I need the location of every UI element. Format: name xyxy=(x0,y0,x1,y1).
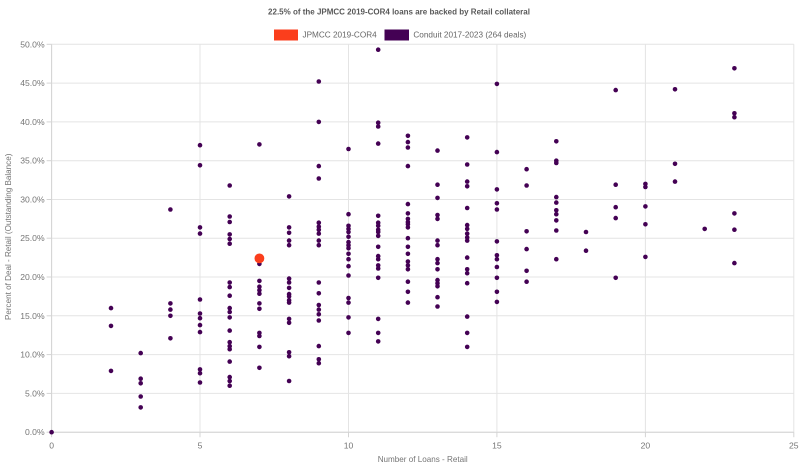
svg-text:40.0%: 40.0% xyxy=(20,117,45,127)
svg-text:JPMCC 2019-COR4: JPMCC 2019-COR4 xyxy=(303,31,378,40)
svg-text:5: 5 xyxy=(198,440,203,450)
svg-text:20: 20 xyxy=(641,440,651,450)
svg-text:5.0%: 5.0% xyxy=(25,388,45,398)
svg-text:45.0%: 45.0% xyxy=(20,78,45,88)
svg-text:0.0%: 0.0% xyxy=(25,427,45,437)
svg-text:22.5% of the JPMCC 2019-COR4 l: 22.5% of the JPMCC 2019-COR4 loans are b… xyxy=(268,7,530,16)
svg-text:10.0%: 10.0% xyxy=(20,350,45,360)
svg-text:0: 0 xyxy=(49,440,54,450)
svg-text:10: 10 xyxy=(344,440,354,450)
svg-text:50.0%: 50.0% xyxy=(20,39,45,49)
svg-text:15.0%: 15.0% xyxy=(20,311,45,321)
svg-text:Percent of Deal - Retail (Outs: Percent of Deal - Retail (Outstanding Ba… xyxy=(4,153,13,320)
svg-text:25.0%: 25.0% xyxy=(20,233,45,243)
svg-text:30.0%: 30.0% xyxy=(20,195,45,205)
svg-text:15: 15 xyxy=(492,440,502,450)
svg-text:Number of Loans - Retail: Number of Loans - Retail xyxy=(378,455,468,464)
svg-text:25: 25 xyxy=(789,440,799,450)
svg-text:20.0%: 20.0% xyxy=(20,272,45,282)
svg-text:35.0%: 35.0% xyxy=(20,156,45,166)
svg-text:Conduit 2017-2023 (264 deals): Conduit 2017-2023 (264 deals) xyxy=(413,31,526,40)
